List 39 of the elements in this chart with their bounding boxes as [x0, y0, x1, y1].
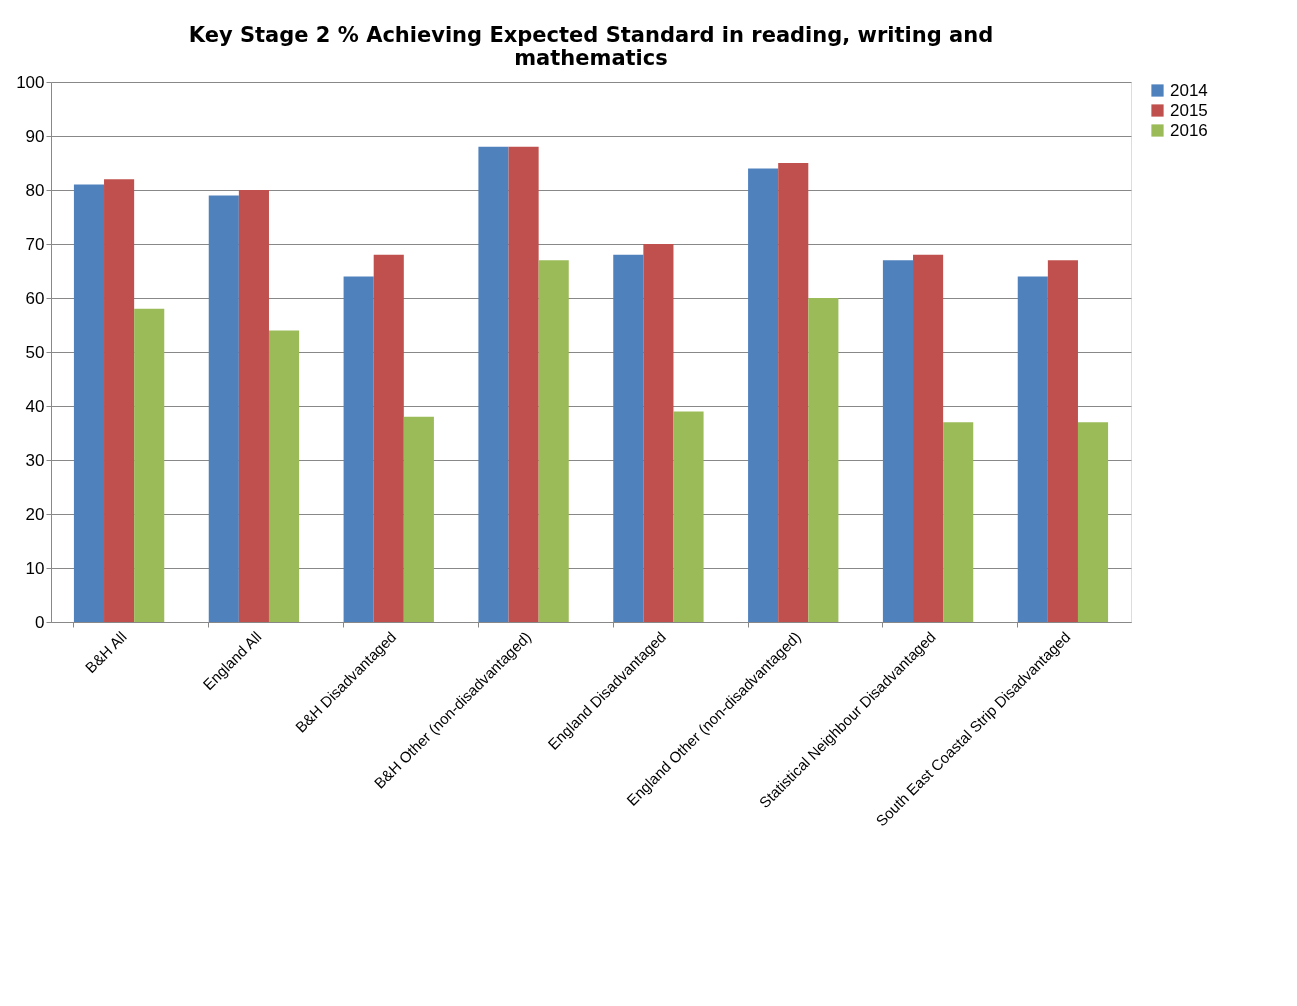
y-tick-label: 20 — [25, 504, 45, 524]
bar — [1047, 260, 1078, 622]
legend-label: 2016 — [1170, 120, 1208, 140]
y-tick-label: 50 — [25, 342, 45, 362]
bar — [538, 260, 569, 622]
bar — [1077, 422, 1109, 622]
legend-label: 2015 — [1170, 100, 1208, 120]
y-tick-label: 0 — [35, 612, 45, 632]
legend-label: 2014 — [1170, 80, 1208, 100]
y-tick-label: 100 — [16, 72, 45, 92]
bar — [134, 308, 165, 622]
bar — [1017, 276, 1048, 622]
y-tick-label: 80 — [25, 180, 45, 200]
bar — [943, 422, 974, 622]
bar — [643, 244, 674, 622]
bar — [373, 254, 404, 622]
bar — [403, 416, 434, 622]
bar — [748, 168, 779, 622]
bar — [238, 190, 269, 622]
bar — [104, 179, 135, 622]
y-tick-label: 60 — [25, 288, 45, 308]
chart-title: Key Stage 2 % Achieving Expected Standard in reading, writing and mathematics — [188, 23, 994, 70]
y-tick-label: 70 — [25, 234, 45, 254]
y-tick-label: 10 — [25, 558, 45, 578]
bar — [613, 254, 644, 622]
y-tick-label: 90 — [25, 126, 45, 146]
bar — [808, 298, 839, 622]
bar — [508, 146, 539, 622]
bar — [73, 184, 105, 622]
bar — [268, 330, 300, 622]
y-tick-label: 30 — [25, 450, 45, 470]
bar — [343, 276, 374, 622]
bar — [208, 195, 239, 622]
bar — [913, 254, 944, 622]
bar — [882, 260, 914, 622]
bar — [478, 146, 509, 622]
bar — [778, 163, 809, 622]
y-tick-label: 40 — [25, 396, 45, 416]
bar — [673, 411, 704, 622]
